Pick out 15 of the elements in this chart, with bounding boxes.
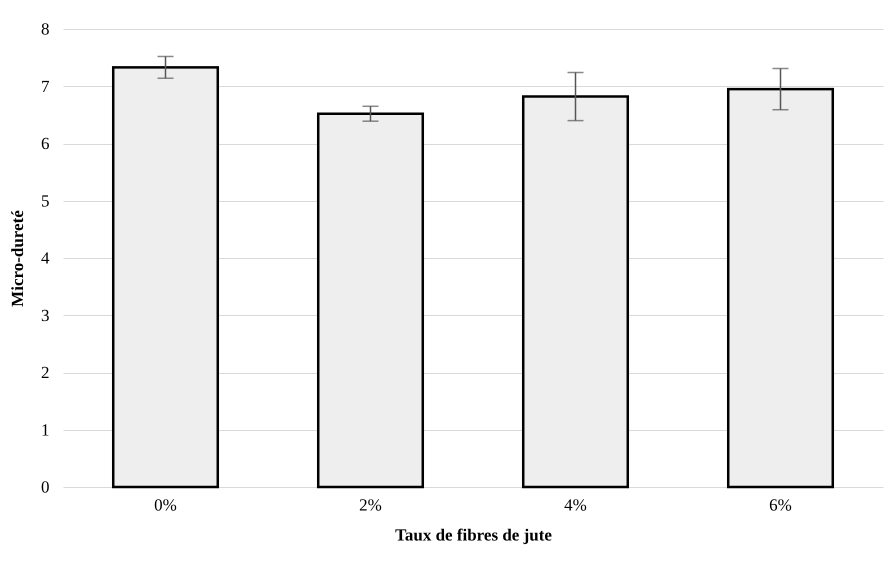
y-tick-label: 1 (41, 420, 50, 440)
y-tick-label: 3 (41, 306, 50, 325)
y-tick-label: 5 (41, 191, 50, 210)
x-tick-label: 2% (359, 496, 382, 514)
x-tick-label: 0% (154, 496, 177, 514)
x-tick-label: 4% (564, 496, 587, 514)
y-tick-label: 4 (41, 248, 50, 268)
y-tick-label: 0 (41, 478, 50, 496)
y-tick-label: 8 (41, 20, 50, 38)
x-axis-title: Taux de fibres de jute (395, 526, 552, 544)
y-tick-label: 7 (41, 76, 50, 96)
y-axis-title: Micro-dureté (8, 210, 27, 307)
x-tick-label: 6% (769, 496, 792, 514)
y-tick-label: 6 (41, 134, 50, 153)
y-tick-label: 2 (41, 363, 50, 382)
